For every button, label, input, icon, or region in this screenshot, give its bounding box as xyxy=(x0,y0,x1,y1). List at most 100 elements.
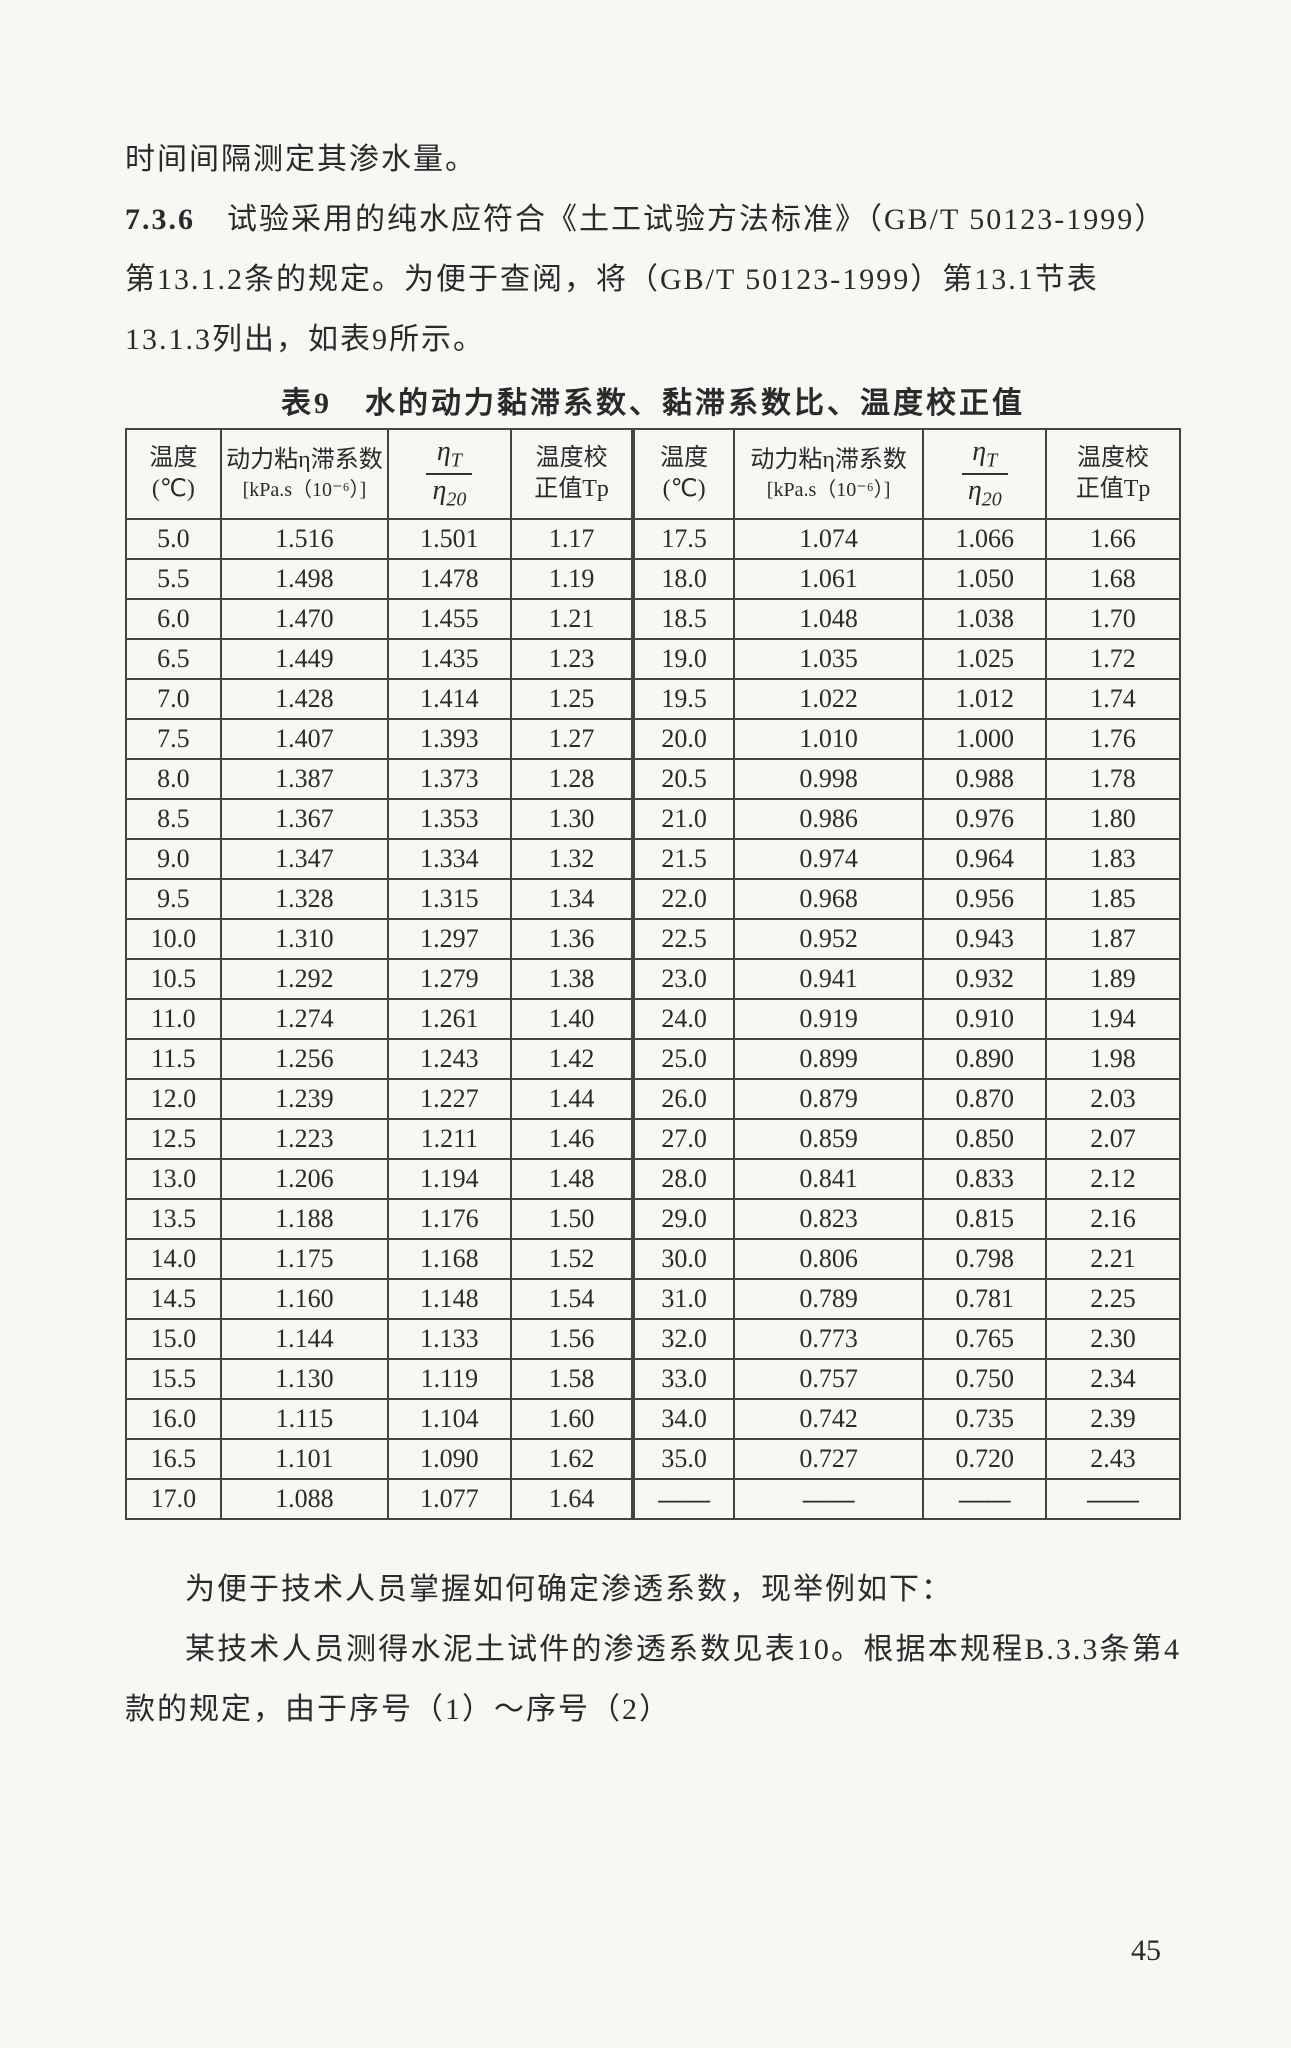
table-cell: 12.0 xyxy=(126,1079,221,1119)
table-cell: 1.62 xyxy=(511,1439,634,1479)
table-cell: 0.919 xyxy=(734,999,924,1039)
table-cell: 1.243 xyxy=(388,1039,511,1079)
table-cell: 1.516 xyxy=(221,519,388,559)
table-cell: 1.211 xyxy=(388,1119,511,1159)
table-cell: 32.0 xyxy=(633,1319,733,1359)
table-cell: 1.27 xyxy=(511,719,634,759)
table-cell: 1.119 xyxy=(388,1359,511,1399)
table-cell: 0.899 xyxy=(734,1039,924,1079)
table-cell: 1.061 xyxy=(734,559,924,599)
table-cell: 1.148 xyxy=(388,1279,511,1319)
th-corr-2: 温度校 正值Tp xyxy=(1046,429,1180,519)
table-cell: 1.074 xyxy=(734,519,924,559)
table-cell: 1.160 xyxy=(221,1279,388,1319)
table-cell: 1.279 xyxy=(388,959,511,999)
table-cell: 34.0 xyxy=(633,1399,733,1439)
table-cell: 10.5 xyxy=(126,959,221,999)
table-cell: 1.223 xyxy=(221,1119,388,1159)
table-cell: 26.0 xyxy=(633,1079,733,1119)
table-cell: 11.5 xyxy=(126,1039,221,1079)
table-cell: 0.988 xyxy=(923,759,1046,799)
table-row: 8.01.3871.3731.2820.50.9980.9881.78 xyxy=(126,759,1180,799)
footer-p1: 为便于技术人员掌握如何确定渗透系数，现举例如下： xyxy=(125,1560,1181,1620)
table-cell: 1.373 xyxy=(388,759,511,799)
table-cell: 2.07 xyxy=(1046,1119,1180,1159)
table-cell: 0.841 xyxy=(734,1159,924,1199)
table-cell: 35.0 xyxy=(633,1439,733,1479)
table-cell: 1.94 xyxy=(1046,999,1180,1039)
table-cell: 1.36 xyxy=(511,919,634,959)
table-cell: 1.239 xyxy=(221,1079,388,1119)
table-cell: 16.0 xyxy=(126,1399,221,1439)
table-cell: 1.387 xyxy=(221,759,388,799)
table-cell: 0.986 xyxy=(734,799,924,839)
table-cell: 1.68 xyxy=(1046,559,1180,599)
table-cell: 1.46 xyxy=(511,1119,634,1159)
table-row: 13.01.2061.1941.4828.00.8410.8332.12 xyxy=(126,1159,1180,1199)
table-cell: 0.932 xyxy=(923,959,1046,999)
table-cell: 2.12 xyxy=(1046,1159,1180,1199)
table-cell: 1.256 xyxy=(221,1039,388,1079)
table-cell: 5.5 xyxy=(126,559,221,599)
table-cell: 1.012 xyxy=(923,679,1046,719)
table-cell: 1.501 xyxy=(388,519,511,559)
table-cell: 15.5 xyxy=(126,1359,221,1399)
table-cell: 1.89 xyxy=(1046,959,1180,999)
table-cell: 0.773 xyxy=(734,1319,924,1359)
table-cell: 1.130 xyxy=(221,1359,388,1399)
table-cell: 1.66 xyxy=(1046,519,1180,559)
table-cell: 1.478 xyxy=(388,559,511,599)
table-cell: 1.010 xyxy=(734,719,924,759)
table-cell: 8.5 xyxy=(126,799,221,839)
table-cell: 33.0 xyxy=(633,1359,733,1399)
table-cell: 2.25 xyxy=(1046,1279,1180,1319)
table-cell: 1.022 xyxy=(734,679,924,719)
table-cell: 1.414 xyxy=(388,679,511,719)
table-cell: 23.0 xyxy=(633,959,733,999)
table-cell: 1.72 xyxy=(1046,639,1180,679)
table-cell: 1.066 xyxy=(923,519,1046,559)
table-cell: 1.60 xyxy=(511,1399,634,1439)
table-cell: 0.890 xyxy=(923,1039,1046,1079)
table-cell: 0.943 xyxy=(923,919,1046,959)
table-cell: 1.455 xyxy=(388,599,511,639)
table-cell: 1.227 xyxy=(388,1079,511,1119)
table-cell: 0.833 xyxy=(923,1159,1046,1199)
table-cell: —— xyxy=(633,1479,733,1519)
table-cell: 1.28 xyxy=(511,759,634,799)
table-cell: 0.941 xyxy=(734,959,924,999)
table-row: 16.51.1011.0901.6235.00.7270.7202.43 xyxy=(126,1439,1180,1479)
table-cell: 1.21 xyxy=(511,599,634,639)
table-row: 10.01.3101.2971.3622.50.9520.9431.87 xyxy=(126,919,1180,959)
table-cell: 1.025 xyxy=(923,639,1046,679)
table-cell: 1.297 xyxy=(388,919,511,959)
table-cell: 1.435 xyxy=(388,639,511,679)
table-cell: 1.87 xyxy=(1046,919,1180,959)
table-cell: 9.5 xyxy=(126,879,221,919)
table-cell: 1.144 xyxy=(221,1319,388,1359)
table-cell: 19.0 xyxy=(633,639,733,679)
table-cell: 1.19 xyxy=(511,559,634,599)
table-row: 9.51.3281.3151.3422.00.9680.9561.85 xyxy=(126,879,1180,919)
table-cell: 1.206 xyxy=(221,1159,388,1199)
table-cell: 17.0 xyxy=(126,1479,221,1519)
table-cell: 1.78 xyxy=(1046,759,1180,799)
table-cell: 27.0 xyxy=(633,1119,733,1159)
table-cell: 1.274 xyxy=(221,999,388,1039)
table-cell: 2.03 xyxy=(1046,1079,1180,1119)
table-cell: 14.5 xyxy=(126,1279,221,1319)
table-cell: 1.175 xyxy=(221,1239,388,1279)
th-ratio-2: ηT η20 xyxy=(923,429,1046,519)
table-cell: 0.870 xyxy=(923,1079,1046,1119)
table-cell: 1.088 xyxy=(221,1479,388,1519)
table-cell: 5.0 xyxy=(126,519,221,559)
table-cell: 2.21 xyxy=(1046,1239,1180,1279)
table-cell: 1.83 xyxy=(1046,839,1180,879)
table-cell: 1.077 xyxy=(388,1479,511,1519)
table-cell: 1.090 xyxy=(388,1439,511,1479)
table-cell: 1.34 xyxy=(511,879,634,919)
table-cell: 1.367 xyxy=(221,799,388,839)
table-cell: 1.104 xyxy=(388,1399,511,1439)
table-cell: 0.735 xyxy=(923,1399,1046,1439)
intro-line1: 时间间隔测定其渗水量。 xyxy=(125,130,1181,190)
